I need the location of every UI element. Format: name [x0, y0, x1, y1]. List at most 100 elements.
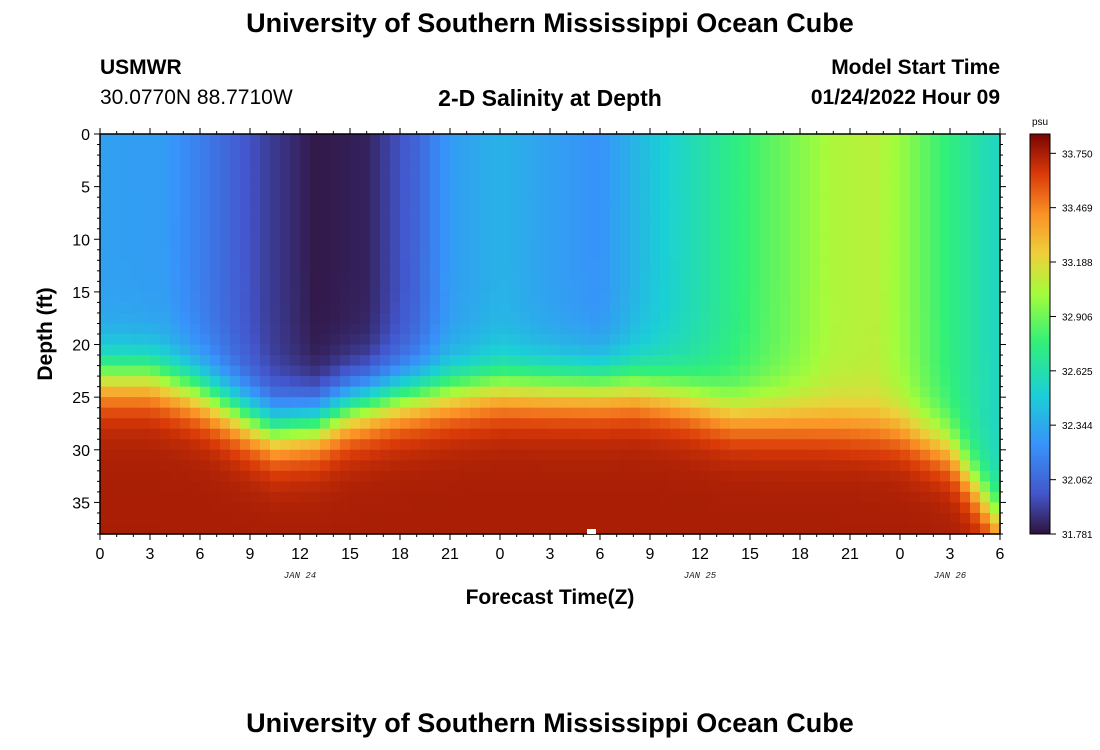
- heatmap-cell: [580, 144, 591, 156]
- heatmap-cell: [200, 481, 211, 493]
- heatmap-cell: [330, 260, 341, 272]
- heatmap-cell: [230, 439, 241, 451]
- heatmap-cell: [700, 281, 711, 293]
- heatmap-cell: [930, 460, 941, 472]
- heatmap-cell: [190, 397, 201, 409]
- heatmap-cell: [450, 323, 461, 335]
- heatmap-cell: [340, 270, 351, 282]
- heatmap-cell: [840, 186, 851, 198]
- heatmap-cell: [120, 334, 131, 346]
- x-tick-label: 6: [196, 546, 205, 563]
- heatmap-cell: [840, 218, 851, 230]
- heatmap-cell: [750, 449, 761, 461]
- heatmap-cell: [340, 355, 351, 367]
- heatmap-cell: [150, 249, 161, 261]
- heatmap-cell: [490, 207, 501, 219]
- heatmap-cell: [790, 302, 801, 314]
- heatmap-cell: [800, 386, 811, 398]
- heatmap-cell: [730, 481, 741, 493]
- heatmap-cell: [860, 239, 871, 251]
- heatmap-cell: [940, 481, 951, 493]
- x-tick-label: 9: [246, 546, 255, 563]
- heatmap-cell: [460, 355, 471, 367]
- heatmap-cell: [450, 491, 461, 504]
- heatmap-cell: [650, 155, 661, 167]
- heatmap-cell: [630, 186, 641, 198]
- heatmap-cell: [220, 165, 231, 177]
- heatmap-cell: [620, 449, 631, 461]
- heatmap-cell: [960, 239, 971, 251]
- heatmap-cell: [380, 439, 391, 451]
- heatmap-cell: [110, 491, 121, 504]
- heatmap-cell: [140, 418, 151, 430]
- heatmap-cell: [290, 207, 301, 219]
- heatmap-cell: [940, 491, 951, 504]
- heatmap-cell: [330, 481, 341, 493]
- heatmap-cell: [100, 291, 111, 304]
- heatmap-cell: [300, 449, 311, 461]
- heatmap-cell: [690, 239, 701, 251]
- heatmap-cell: [440, 291, 451, 304]
- heatmap-cell: [930, 512, 941, 525]
- heatmap-cell: [330, 376, 341, 388]
- heatmap-cell: [970, 134, 981, 146]
- heatmap-cell: [210, 365, 221, 377]
- page-title: University of Southern Mississippi Ocean…: [246, 8, 854, 38]
- heatmap-cell: [600, 134, 611, 146]
- heatmap-cell: [390, 523, 401, 535]
- x-tick-label: 0: [96, 546, 105, 563]
- heatmap-cell: [400, 270, 411, 282]
- heatmap-cell: [260, 281, 271, 293]
- heatmap-cell: [640, 491, 651, 504]
- heatmap-cell: [920, 186, 931, 198]
- heatmap-cell: [420, 197, 431, 209]
- heatmap-cell: [480, 302, 491, 314]
- heatmap-cell: [460, 249, 471, 261]
- heatmap-cell: [220, 460, 231, 472]
- heatmap-cell: [890, 312, 901, 325]
- heatmap-cell: [830, 407, 841, 419]
- heatmap-cell: [390, 249, 401, 261]
- heatmap-cell: [650, 439, 661, 451]
- heatmap-cell: [140, 428, 151, 440]
- heatmap-cell: [470, 186, 481, 198]
- heatmap-cell: [150, 407, 161, 419]
- heatmap-cell: [330, 228, 341, 240]
- heatmap-cell: [430, 197, 441, 209]
- heatmap-cell: [960, 334, 971, 346]
- heatmap-cell: [610, 491, 621, 504]
- heatmap-cell: [310, 460, 321, 472]
- heatmap-cell: [410, 228, 421, 240]
- heatmap-cell: [160, 134, 171, 146]
- heatmap-cell: [670, 323, 681, 335]
- heatmap-cell: [390, 260, 401, 272]
- heatmap-cell: [140, 397, 151, 409]
- heatmap-cell: [630, 281, 641, 293]
- heatmap-cell: [350, 260, 361, 272]
- heatmap-cell: [380, 323, 391, 335]
- heatmap-cell: [660, 239, 671, 251]
- heatmap-cell: [900, 334, 911, 346]
- heatmap-cell: [930, 502, 941, 514]
- heatmap-cell: [400, 502, 411, 514]
- heatmap-cell: [120, 376, 131, 388]
- heatmap-cell: [680, 470, 691, 482]
- heatmap-cell: [950, 470, 961, 482]
- heatmap-cell: [910, 228, 921, 240]
- heatmap-cell: [400, 249, 411, 261]
- heatmap-cell: [500, 249, 511, 261]
- heatmap-cell: [700, 407, 711, 419]
- heatmap-cell: [560, 481, 571, 493]
- heatmap-cell: [620, 418, 631, 430]
- heatmap-cell: [810, 407, 821, 419]
- heatmap-cell: [220, 207, 231, 219]
- heatmap-cell: [920, 312, 931, 325]
- heatmap-cell: [140, 449, 151, 461]
- heatmap-cell: [570, 239, 581, 251]
- heatmap-cell: [540, 386, 551, 398]
- heatmap-cell: [300, 144, 311, 156]
- heatmap-cell: [990, 502, 1001, 514]
- heatmap-cell: [360, 523, 371, 535]
- heatmap-cell: [170, 502, 181, 514]
- heatmap-cell: [940, 291, 951, 304]
